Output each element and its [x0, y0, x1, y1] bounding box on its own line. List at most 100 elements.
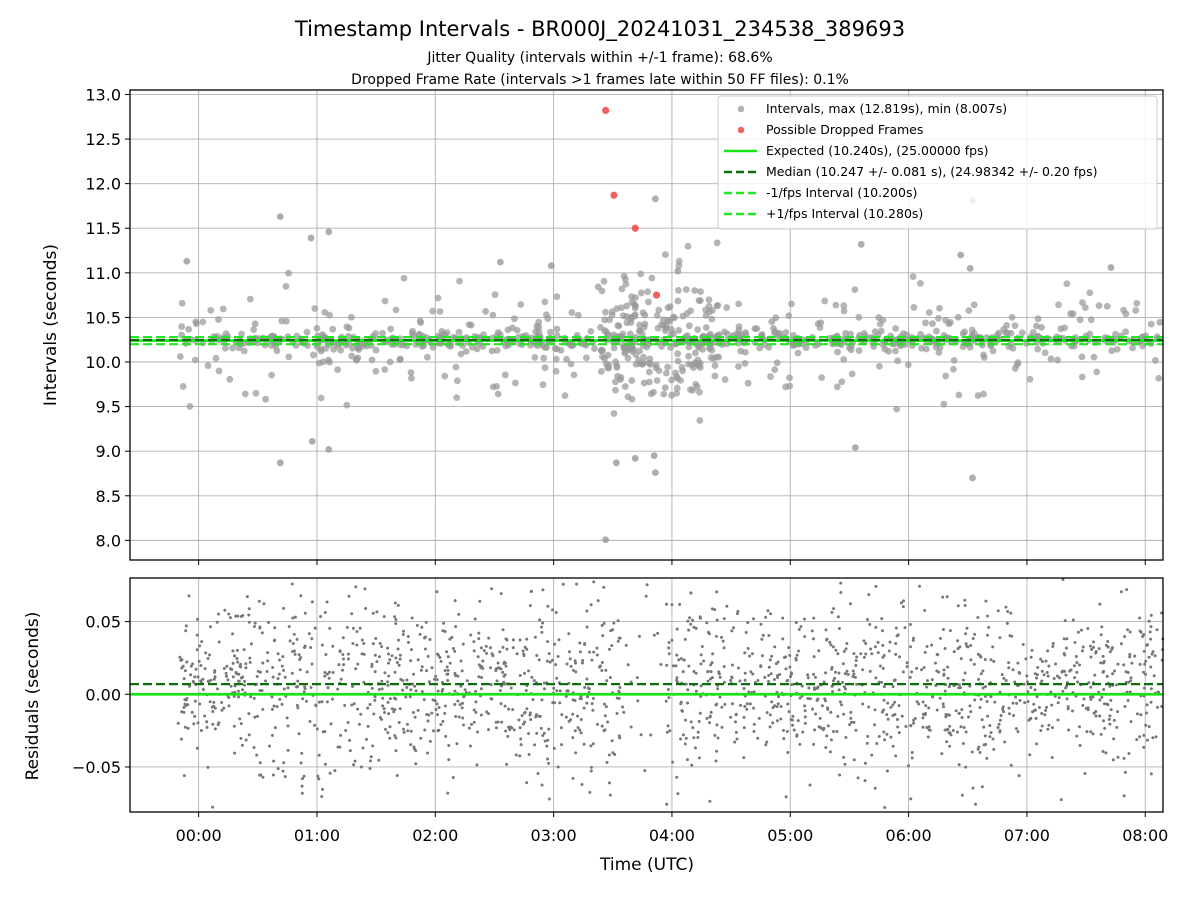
- interval-point: [535, 323, 543, 331]
- residual-point: [1138, 735, 1142, 739]
- interval-point: [321, 308, 329, 316]
- interval-point: [685, 352, 692, 360]
- residual-point: [698, 711, 702, 715]
- interval-point: [640, 353, 647, 361]
- residual-point: [906, 764, 910, 768]
- residual-point: [397, 638, 401, 642]
- interval-point: [980, 390, 987, 398]
- interval-point: [631, 312, 639, 320]
- interval-point: [568, 309, 576, 316]
- chart-title: Timestamp Intervals - BR000J_20241031_23…: [294, 17, 905, 42]
- residual-point: [295, 703, 299, 707]
- residual-point: [247, 620, 251, 624]
- residual-point: [921, 712, 925, 716]
- residual-point: [1139, 713, 1143, 717]
- residual-point: [194, 667, 198, 671]
- residual-point: [668, 729, 672, 733]
- residual-point: [880, 710, 884, 714]
- residual-point: [694, 626, 698, 630]
- residual-point: [1049, 690, 1053, 694]
- residual-point: [256, 669, 260, 673]
- interval-point: [354, 344, 362, 352]
- residual-point: [264, 679, 268, 683]
- residual-point: [1089, 655, 1093, 659]
- residual-point: [855, 655, 859, 659]
- residual-point: [556, 765, 560, 769]
- x-tick-label: 04:00: [649, 826, 695, 845]
- interval-point: [541, 364, 549, 372]
- residual-point: [745, 702, 749, 706]
- residual-point: [941, 595, 945, 599]
- residual-point: [515, 652, 519, 656]
- residual-point: [710, 607, 714, 611]
- interval-point: [1113, 345, 1121, 353]
- interval-point: [917, 330, 925, 338]
- interval-point: [922, 345, 930, 353]
- residual-point: [596, 722, 600, 726]
- interval-point: [191, 356, 199, 364]
- interval-point: [715, 353, 723, 361]
- residual-point: [489, 683, 493, 687]
- residual-point: [730, 676, 734, 680]
- residual-point: [488, 666, 492, 670]
- residual-point: [773, 645, 777, 649]
- residual-point: [720, 635, 724, 639]
- interval-point: [668, 376, 676, 384]
- residual-point: [353, 759, 357, 763]
- residual-point: [567, 650, 571, 654]
- residual-point: [715, 590, 719, 594]
- interval-point: [910, 304, 918, 311]
- residual-point: [893, 700, 897, 704]
- residual-point: [438, 655, 442, 659]
- interval-point: [1011, 365, 1019, 372]
- residual-point: [262, 602, 266, 606]
- residual-point: [969, 710, 973, 714]
- residual-point: [370, 662, 374, 666]
- residual-point: [891, 685, 895, 689]
- residual-point: [184, 624, 188, 628]
- interval-point: [602, 536, 610, 544]
- residual-point: [956, 639, 960, 643]
- residual-point: [746, 647, 750, 651]
- residual-point: [972, 662, 976, 666]
- residual-point: [1149, 700, 1153, 704]
- interval-point: [540, 354, 548, 362]
- residual-point: [979, 697, 983, 701]
- residual-point: [820, 704, 824, 708]
- residual-point: [915, 666, 919, 670]
- residual-point: [595, 653, 599, 657]
- residual-point: [1015, 701, 1019, 705]
- residual-point: [578, 728, 582, 732]
- residual-point: [383, 711, 387, 715]
- residual-point: [233, 751, 237, 755]
- residual-point: [590, 702, 594, 706]
- residual-point: [1079, 628, 1083, 632]
- residual-point: [327, 670, 331, 674]
- residual-point: [702, 659, 706, 663]
- residual-point: [605, 760, 609, 764]
- interval-point: [454, 377, 461, 385]
- interval-point: [661, 327, 669, 335]
- residual-point: [247, 607, 251, 611]
- residual-point: [873, 723, 877, 727]
- residual-point: [843, 672, 847, 676]
- residual-point: [432, 677, 436, 681]
- residual-point: [479, 687, 483, 691]
- residual-point: [870, 753, 874, 757]
- residual-point: [255, 674, 259, 678]
- residual-point: [993, 700, 997, 704]
- residual-point: [328, 771, 332, 775]
- top-y-axis-label: Intervals (seconds): [41, 244, 61, 406]
- residual-point: [241, 613, 245, 617]
- residual-point: [949, 733, 953, 737]
- residual-point: [883, 738, 887, 742]
- residual-point: [380, 645, 384, 649]
- residual-point: [1114, 683, 1118, 687]
- residual-point: [824, 628, 828, 632]
- interval-point: [935, 349, 943, 356]
- residual-point: [1086, 627, 1090, 631]
- residual-point: [1099, 732, 1103, 736]
- residual-point: [760, 654, 764, 658]
- residual-point: [1148, 630, 1152, 634]
- bottom-y-ticks: −0.050.000.05: [72, 613, 130, 777]
